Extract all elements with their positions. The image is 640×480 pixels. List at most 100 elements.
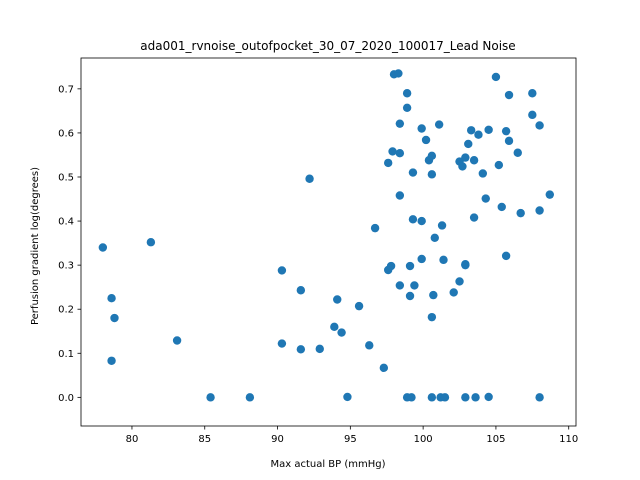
data-point <box>395 281 405 290</box>
data-point <box>383 158 393 168</box>
data-point <box>501 126 511 136</box>
data-point <box>513 148 522 157</box>
data-point <box>458 162 467 171</box>
data-point <box>535 393 544 402</box>
data-point <box>434 120 444 129</box>
x-axis-label: Max actual BP (mmHg) <box>270 459 385 470</box>
plot-frame <box>80 57 577 427</box>
y-tick-label: 0.6 <box>58 128 74 139</box>
data-point <box>408 215 418 224</box>
data-point <box>206 393 215 402</box>
data-point <box>379 363 389 373</box>
data-point <box>469 213 479 222</box>
data-point <box>504 136 514 146</box>
data-point <box>407 393 416 402</box>
data-point <box>417 216 426 226</box>
data-point <box>395 191 405 200</box>
data-point <box>429 290 438 300</box>
data-point <box>402 89 412 98</box>
data-point <box>449 288 458 297</box>
data-point <box>427 151 437 161</box>
data-point <box>402 103 412 113</box>
data-point <box>528 110 537 120</box>
data-point <box>469 156 479 165</box>
data-point <box>337 328 346 337</box>
data-point <box>461 153 470 162</box>
data-point <box>405 261 415 271</box>
data-point <box>535 206 544 215</box>
data-point <box>315 344 324 354</box>
y-tick-label: 0.3 <box>58 261 74 272</box>
data-point <box>440 393 450 402</box>
data-point <box>430 233 439 243</box>
x-tick-label: 85 <box>198 434 211 445</box>
plot-area <box>81 58 576 426</box>
data-point <box>427 393 437 402</box>
data-point <box>408 168 418 177</box>
data-point <box>110 313 119 323</box>
data-point <box>296 345 306 354</box>
data-point <box>464 139 473 149</box>
data-point <box>481 194 490 203</box>
data-point <box>370 223 380 233</box>
data-point <box>437 221 447 230</box>
data-point <box>107 356 116 365</box>
data-point <box>545 190 554 199</box>
y-axis-label: Perfusion gradient log(degrees) <box>30 167 41 325</box>
data-point <box>501 251 511 261</box>
data-point <box>107 293 116 303</box>
data-point <box>305 174 314 183</box>
data-point <box>494 160 504 170</box>
data-point <box>474 130 483 139</box>
data-point <box>394 69 403 78</box>
data-point <box>395 149 405 158</box>
data-point <box>478 169 488 178</box>
data-point <box>427 170 437 179</box>
x-tick-label: 100 <box>414 434 433 445</box>
x-tick-label: 90 <box>271 434 284 445</box>
data-point <box>410 281 419 290</box>
x-tick-label: 105 <box>486 434 505 445</box>
data-points <box>98 69 554 402</box>
data-point <box>484 125 493 135</box>
data-point <box>354 301 364 311</box>
data-point <box>405 291 415 301</box>
data-point <box>386 261 396 271</box>
data-point <box>427 312 437 322</box>
data-point <box>417 254 426 264</box>
data-point <box>146 238 156 247</box>
data-point <box>455 277 464 286</box>
data-point <box>491 72 501 82</box>
data-point <box>417 124 426 133</box>
data-point <box>535 121 544 130</box>
data-point <box>333 295 342 304</box>
y-tick-label: 0.7 <box>58 84 74 95</box>
chart-title: ada001_rvnoise_outofpocket_30_07_2020_10… <box>140 39 515 53</box>
data-point <box>461 393 470 402</box>
data-point <box>395 119 405 128</box>
data-point <box>245 393 255 402</box>
data-point <box>172 336 182 345</box>
data-point <box>388 147 397 156</box>
y-tick-label: 0.4 <box>58 217 74 228</box>
y-tick-label: 0.0 <box>58 393 74 404</box>
x-tick-label: 95 <box>344 434 357 445</box>
data-point <box>296 286 306 295</box>
data-point <box>484 392 493 402</box>
data-point <box>528 89 537 98</box>
data-point <box>98 243 108 252</box>
plot-background <box>81 58 576 426</box>
y-tick-label: 0.5 <box>58 172 74 183</box>
data-point <box>466 126 476 135</box>
x-tick-label: 80 <box>126 434 139 445</box>
data-point <box>365 341 374 350</box>
data-point <box>516 208 525 218</box>
data-point <box>439 255 448 265</box>
data-point <box>497 202 506 212</box>
data-point <box>277 339 287 348</box>
data-point <box>471 393 480 402</box>
data-point <box>421 135 431 145</box>
data-point <box>277 266 287 275</box>
